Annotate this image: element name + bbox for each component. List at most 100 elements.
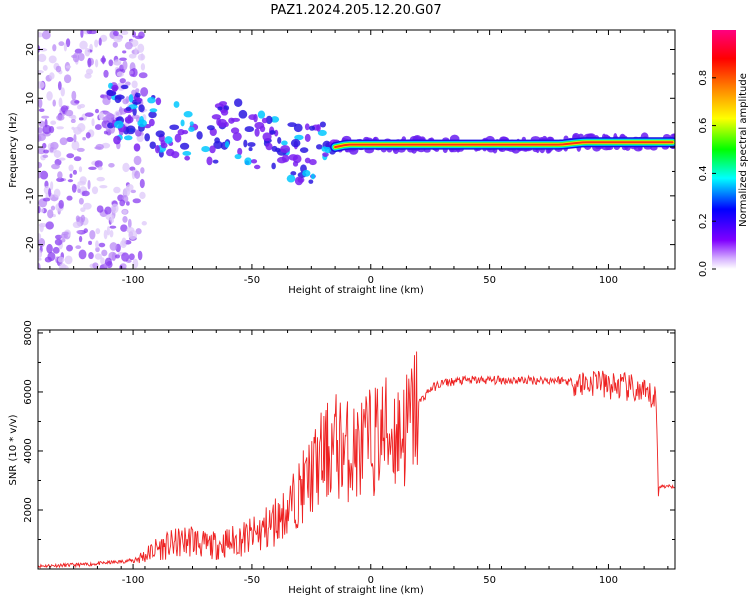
noise-blob bbox=[122, 98, 129, 105]
noise-blob bbox=[61, 231, 69, 236]
noise-blob bbox=[39, 48, 48, 52]
ridge-blob bbox=[155, 144, 160, 154]
snr-marks bbox=[38, 351, 675, 569]
ridge-blob bbox=[148, 118, 155, 127]
ridge-blob bbox=[230, 127, 240, 134]
noise-blob bbox=[76, 147, 85, 152]
noise-blob bbox=[67, 179, 74, 183]
noise-blob bbox=[72, 52, 80, 63]
ridge-blob bbox=[148, 111, 157, 119]
noise-blob bbox=[64, 255, 73, 265]
noise-blob bbox=[78, 197, 84, 205]
noise-blob bbox=[109, 230, 114, 238]
y-tick-label: 0 bbox=[25, 144, 36, 150]
snr-frame bbox=[37, 329, 676, 570]
noise-blob bbox=[96, 176, 105, 182]
noise-blob bbox=[38, 53, 47, 63]
noise-blob bbox=[126, 184, 134, 191]
noise-blob bbox=[54, 238, 63, 246]
noise-blob bbox=[58, 199, 64, 209]
noise-blob bbox=[77, 52, 85, 62]
noise-blob bbox=[38, 135, 42, 142]
spectrogram-xlabel: Height of straight line (km) bbox=[288, 285, 424, 296]
ridge-band bbox=[334, 141, 674, 149]
noise-blob bbox=[99, 184, 108, 189]
noise-blob bbox=[85, 132, 91, 139]
noise-blob bbox=[65, 38, 71, 48]
ridge-blob bbox=[304, 133, 311, 142]
noise-blob bbox=[119, 199, 126, 207]
noise-blob bbox=[50, 205, 56, 211]
noise-blob bbox=[38, 44, 41, 53]
snr-xlabel: Height of straight line (km) bbox=[288, 585, 424, 596]
noise-blob bbox=[126, 201, 130, 206]
ridge-blob bbox=[132, 107, 137, 116]
y-tick-label: -20 bbox=[25, 236, 36, 252]
noise-blob bbox=[104, 257, 112, 267]
noise-blob bbox=[112, 30, 119, 36]
noise-blob bbox=[85, 68, 94, 75]
noise-blob bbox=[79, 103, 86, 109]
noise-blob bbox=[50, 181, 54, 191]
ridge-blob bbox=[265, 142, 273, 151]
colorbar: 0.0 0.2 0.4 0.6 0.8 Normalized spectral ampl… bbox=[698, 30, 749, 277]
noise-blob bbox=[66, 153, 75, 159]
noise-blob bbox=[94, 108, 100, 114]
ridge-blob bbox=[196, 131, 203, 140]
noise-blob bbox=[95, 143, 104, 151]
y-tick-label: 20 bbox=[25, 43, 36, 56]
ridge-blob bbox=[316, 124, 321, 132]
x-tick-label: 100 bbox=[599, 575, 618, 586]
ridge-blob bbox=[281, 154, 290, 163]
noise-blob bbox=[48, 188, 52, 197]
noise-blob bbox=[114, 254, 121, 259]
noise-blob bbox=[116, 71, 124, 77]
ridge-blob bbox=[133, 143, 141, 152]
spectrogram-marks bbox=[38, 30, 675, 269]
noise-blob bbox=[38, 233, 42, 241]
noise-blob bbox=[46, 91, 53, 101]
ridge-blob bbox=[261, 117, 268, 124]
noise-blob bbox=[80, 30, 84, 38]
noise-blob bbox=[140, 53, 144, 61]
ridge-blob bbox=[232, 132, 242, 141]
ridge-blob bbox=[262, 132, 272, 142]
ridge-blob bbox=[111, 84, 119, 91]
noise-blob bbox=[66, 137, 74, 143]
noise-blob bbox=[113, 186, 121, 194]
colorbar-gradient bbox=[712, 30, 736, 269]
noise-blob bbox=[63, 43, 67, 52]
noise-blob bbox=[38, 127, 43, 134]
noise-blob bbox=[96, 205, 104, 213]
ridge-blob bbox=[299, 147, 309, 153]
noise-blob bbox=[122, 216, 128, 223]
noise-blob bbox=[94, 124, 102, 131]
ridge-blob bbox=[217, 106, 223, 111]
colorbar-label: Normalized spectral amplitude bbox=[738, 73, 749, 227]
noise-blob bbox=[42, 64, 48, 71]
noise-blob bbox=[95, 240, 99, 249]
snr-ticks: -100 -50 0 50 100 2000 4000 6000 8000 bbox=[23, 320, 675, 586]
ridge-blob bbox=[135, 97, 143, 102]
ridge-blob bbox=[269, 130, 276, 135]
noise-blob bbox=[103, 229, 108, 240]
ridge-blob bbox=[106, 89, 113, 96]
noise-blob bbox=[44, 256, 52, 263]
ridge-blob bbox=[265, 115, 273, 125]
noise-blob bbox=[79, 176, 87, 184]
noise-blob bbox=[66, 195, 73, 201]
ridge-blob bbox=[244, 126, 255, 133]
ridge-blob bbox=[127, 114, 132, 122]
noise-blob bbox=[41, 115, 50, 119]
ridge-blob bbox=[113, 135, 121, 145]
noise-blob bbox=[71, 183, 77, 193]
noise-blob bbox=[68, 164, 74, 172]
ridge-blob bbox=[149, 141, 157, 150]
x-tick-label: -50 bbox=[244, 575, 260, 586]
ridge-blob bbox=[209, 145, 216, 154]
ridge-blob bbox=[308, 179, 314, 184]
noise-blob bbox=[122, 60, 128, 71]
noise-blob bbox=[139, 178, 145, 189]
